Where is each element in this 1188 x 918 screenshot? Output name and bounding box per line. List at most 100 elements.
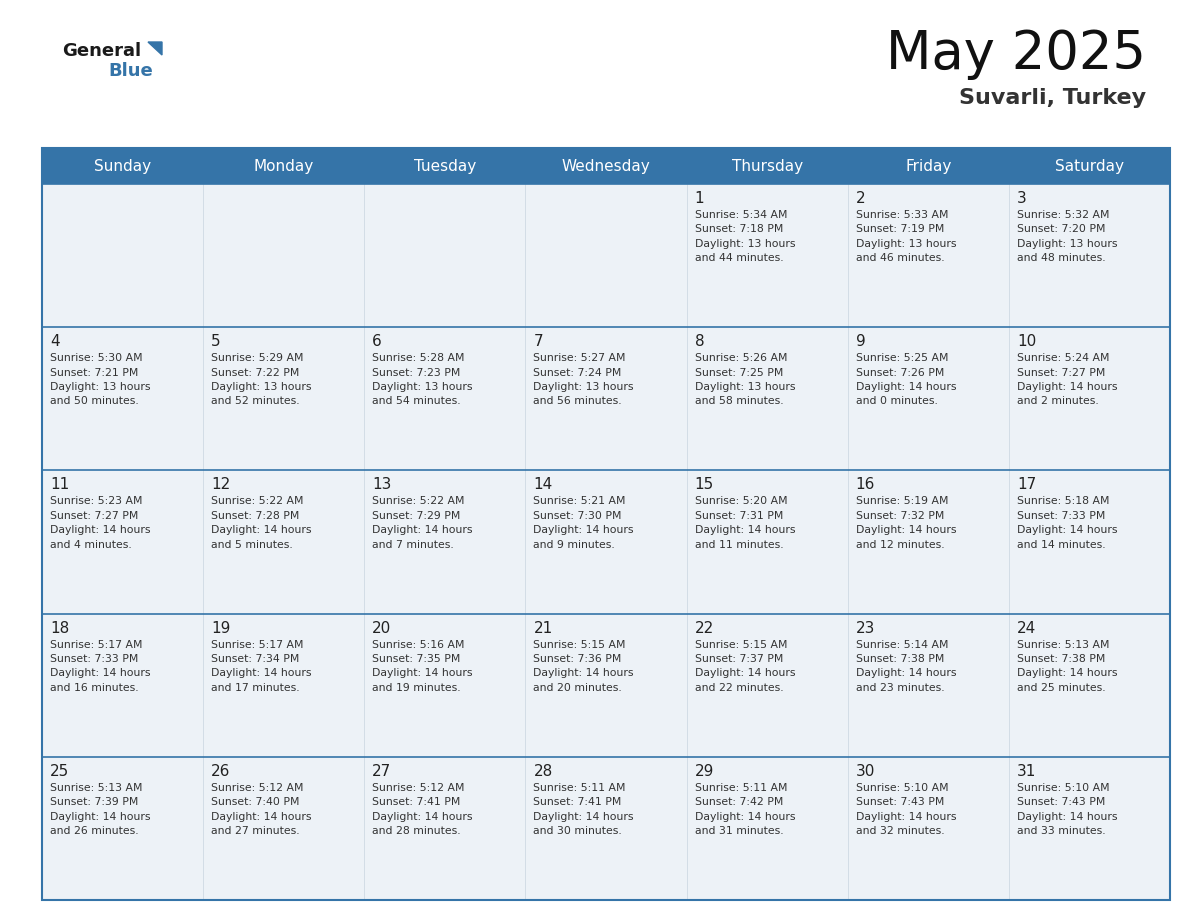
- Bar: [525, 756, 687, 900]
- Bar: [1009, 184, 1170, 327]
- Bar: [687, 613, 848, 756]
- Text: 30: 30: [855, 764, 876, 778]
- Text: Sunrise: 5:11 AM
Sunset: 7:41 PM
Daylight: 14 hours
and 30 minutes.: Sunrise: 5:11 AM Sunset: 7:41 PM Dayligh…: [533, 783, 634, 836]
- Bar: [365, 470, 525, 613]
- Bar: [525, 327, 687, 470]
- Text: Sunrise: 5:32 AM
Sunset: 7:20 PM
Daylight: 13 hours
and 48 minutes.: Sunrise: 5:32 AM Sunset: 7:20 PM Dayligh…: [1017, 210, 1118, 263]
- Bar: [203, 613, 365, 756]
- Text: 10: 10: [1017, 334, 1036, 349]
- Bar: [1009, 327, 1170, 470]
- Bar: [365, 613, 525, 756]
- Text: General: General: [62, 42, 141, 60]
- Text: 25: 25: [50, 764, 69, 778]
- Bar: [525, 148, 687, 184]
- Text: Sunrise: 5:14 AM
Sunset: 7:38 PM
Daylight: 14 hours
and 23 minutes.: Sunrise: 5:14 AM Sunset: 7:38 PM Dayligh…: [855, 640, 956, 693]
- Text: Sunrise: 5:12 AM
Sunset: 7:40 PM
Daylight: 14 hours
and 27 minutes.: Sunrise: 5:12 AM Sunset: 7:40 PM Dayligh…: [211, 783, 311, 836]
- Text: Monday: Monday: [253, 159, 314, 174]
- Text: Sunrise: 5:26 AM
Sunset: 7:25 PM
Daylight: 13 hours
and 58 minutes.: Sunrise: 5:26 AM Sunset: 7:25 PM Dayligh…: [695, 353, 795, 407]
- Bar: [525, 184, 687, 327]
- Text: Sunrise: 5:23 AM
Sunset: 7:27 PM
Daylight: 14 hours
and 4 minutes.: Sunrise: 5:23 AM Sunset: 7:27 PM Dayligh…: [50, 497, 151, 550]
- Text: Sunrise: 5:22 AM
Sunset: 7:28 PM
Daylight: 14 hours
and 5 minutes.: Sunrise: 5:22 AM Sunset: 7:28 PM Dayligh…: [211, 497, 311, 550]
- Text: Blue: Blue: [108, 62, 153, 80]
- Text: Sunrise: 5:30 AM
Sunset: 7:21 PM
Daylight: 13 hours
and 50 minutes.: Sunrise: 5:30 AM Sunset: 7:21 PM Dayligh…: [50, 353, 151, 407]
- Text: Sunrise: 5:27 AM
Sunset: 7:24 PM
Daylight: 13 hours
and 56 minutes.: Sunrise: 5:27 AM Sunset: 7:24 PM Dayligh…: [533, 353, 634, 407]
- Bar: [848, 148, 1009, 184]
- Text: 22: 22: [695, 621, 714, 635]
- Bar: [687, 470, 848, 613]
- Bar: [365, 327, 525, 470]
- Bar: [848, 756, 1009, 900]
- Bar: [525, 470, 687, 613]
- Text: 12: 12: [211, 477, 230, 492]
- Bar: [42, 613, 203, 756]
- Text: Sunday: Sunday: [94, 159, 151, 174]
- Bar: [525, 613, 687, 756]
- Text: 11: 11: [50, 477, 69, 492]
- Text: Sunrise: 5:16 AM
Sunset: 7:35 PM
Daylight: 14 hours
and 19 minutes.: Sunrise: 5:16 AM Sunset: 7:35 PM Dayligh…: [372, 640, 473, 693]
- Text: Tuesday: Tuesday: [413, 159, 476, 174]
- Text: Sunrise: 5:20 AM
Sunset: 7:31 PM
Daylight: 14 hours
and 11 minutes.: Sunrise: 5:20 AM Sunset: 7:31 PM Dayligh…: [695, 497, 795, 550]
- Text: 4: 4: [50, 334, 59, 349]
- Bar: [848, 184, 1009, 327]
- Bar: [687, 148, 848, 184]
- Text: Sunrise: 5:13 AM
Sunset: 7:38 PM
Daylight: 14 hours
and 25 minutes.: Sunrise: 5:13 AM Sunset: 7:38 PM Dayligh…: [1017, 640, 1118, 693]
- Bar: [687, 327, 848, 470]
- Text: Sunrise: 5:28 AM
Sunset: 7:23 PM
Daylight: 13 hours
and 54 minutes.: Sunrise: 5:28 AM Sunset: 7:23 PM Dayligh…: [372, 353, 473, 407]
- Text: Sunrise: 5:29 AM
Sunset: 7:22 PM
Daylight: 13 hours
and 52 minutes.: Sunrise: 5:29 AM Sunset: 7:22 PM Dayligh…: [211, 353, 311, 407]
- Text: 28: 28: [533, 764, 552, 778]
- Bar: [203, 327, 365, 470]
- Bar: [42, 756, 203, 900]
- Bar: [365, 184, 525, 327]
- Text: 2: 2: [855, 191, 865, 206]
- Text: Sunrise: 5:11 AM
Sunset: 7:42 PM
Daylight: 14 hours
and 31 minutes.: Sunrise: 5:11 AM Sunset: 7:42 PM Dayligh…: [695, 783, 795, 836]
- Text: 9: 9: [855, 334, 866, 349]
- Bar: [203, 756, 365, 900]
- Text: 24: 24: [1017, 621, 1036, 635]
- Polygon shape: [148, 42, 162, 55]
- Text: Sunrise: 5:33 AM
Sunset: 7:19 PM
Daylight: 13 hours
and 46 minutes.: Sunrise: 5:33 AM Sunset: 7:19 PM Dayligh…: [855, 210, 956, 263]
- Bar: [42, 327, 203, 470]
- Text: 17: 17: [1017, 477, 1036, 492]
- Bar: [687, 756, 848, 900]
- Text: Sunrise: 5:10 AM
Sunset: 7:43 PM
Daylight: 14 hours
and 33 minutes.: Sunrise: 5:10 AM Sunset: 7:43 PM Dayligh…: [1017, 783, 1118, 836]
- Text: Sunrise: 5:25 AM
Sunset: 7:26 PM
Daylight: 14 hours
and 0 minutes.: Sunrise: 5:25 AM Sunset: 7:26 PM Dayligh…: [855, 353, 956, 407]
- Bar: [203, 184, 365, 327]
- Text: Sunrise: 5:13 AM
Sunset: 7:39 PM
Daylight: 14 hours
and 26 minutes.: Sunrise: 5:13 AM Sunset: 7:39 PM Dayligh…: [50, 783, 151, 836]
- Bar: [42, 148, 1170, 900]
- Text: 13: 13: [372, 477, 392, 492]
- Text: Sunrise: 5:24 AM
Sunset: 7:27 PM
Daylight: 14 hours
and 2 minutes.: Sunrise: 5:24 AM Sunset: 7:27 PM Dayligh…: [1017, 353, 1118, 407]
- Text: Sunrise: 5:10 AM
Sunset: 7:43 PM
Daylight: 14 hours
and 32 minutes.: Sunrise: 5:10 AM Sunset: 7:43 PM Dayligh…: [855, 783, 956, 836]
- Text: Sunrise: 5:21 AM
Sunset: 7:30 PM
Daylight: 14 hours
and 9 minutes.: Sunrise: 5:21 AM Sunset: 7:30 PM Dayligh…: [533, 497, 634, 550]
- Text: 20: 20: [372, 621, 392, 635]
- Text: 7: 7: [533, 334, 543, 349]
- Text: 16: 16: [855, 477, 876, 492]
- Bar: [1009, 148, 1170, 184]
- Text: 31: 31: [1017, 764, 1036, 778]
- Text: 29: 29: [695, 764, 714, 778]
- Bar: [365, 756, 525, 900]
- Text: 19: 19: [211, 621, 230, 635]
- Text: Suvarli, Turkey: Suvarli, Turkey: [959, 88, 1146, 108]
- Text: Wednesday: Wednesday: [562, 159, 650, 174]
- Text: 26: 26: [211, 764, 230, 778]
- Bar: [203, 470, 365, 613]
- Bar: [42, 148, 203, 184]
- Text: Sunrise: 5:17 AM
Sunset: 7:34 PM
Daylight: 14 hours
and 17 minutes.: Sunrise: 5:17 AM Sunset: 7:34 PM Dayligh…: [211, 640, 311, 693]
- Text: Sunrise: 5:19 AM
Sunset: 7:32 PM
Daylight: 14 hours
and 12 minutes.: Sunrise: 5:19 AM Sunset: 7:32 PM Dayligh…: [855, 497, 956, 550]
- Bar: [365, 148, 525, 184]
- Bar: [848, 470, 1009, 613]
- Bar: [42, 184, 203, 327]
- Text: Sunrise: 5:22 AM
Sunset: 7:29 PM
Daylight: 14 hours
and 7 minutes.: Sunrise: 5:22 AM Sunset: 7:29 PM Dayligh…: [372, 497, 473, 550]
- Text: Sunrise: 5:15 AM
Sunset: 7:37 PM
Daylight: 14 hours
and 22 minutes.: Sunrise: 5:15 AM Sunset: 7:37 PM Dayligh…: [695, 640, 795, 693]
- Text: 15: 15: [695, 477, 714, 492]
- Text: 5: 5: [211, 334, 221, 349]
- Text: May 2025: May 2025: [886, 28, 1146, 80]
- Text: 18: 18: [50, 621, 69, 635]
- Text: 3: 3: [1017, 191, 1026, 206]
- Text: 8: 8: [695, 334, 704, 349]
- Text: Friday: Friday: [905, 159, 952, 174]
- Text: 27: 27: [372, 764, 392, 778]
- Text: Sunrise: 5:12 AM
Sunset: 7:41 PM
Daylight: 14 hours
and 28 minutes.: Sunrise: 5:12 AM Sunset: 7:41 PM Dayligh…: [372, 783, 473, 836]
- Bar: [42, 470, 203, 613]
- Text: Saturday: Saturday: [1055, 159, 1124, 174]
